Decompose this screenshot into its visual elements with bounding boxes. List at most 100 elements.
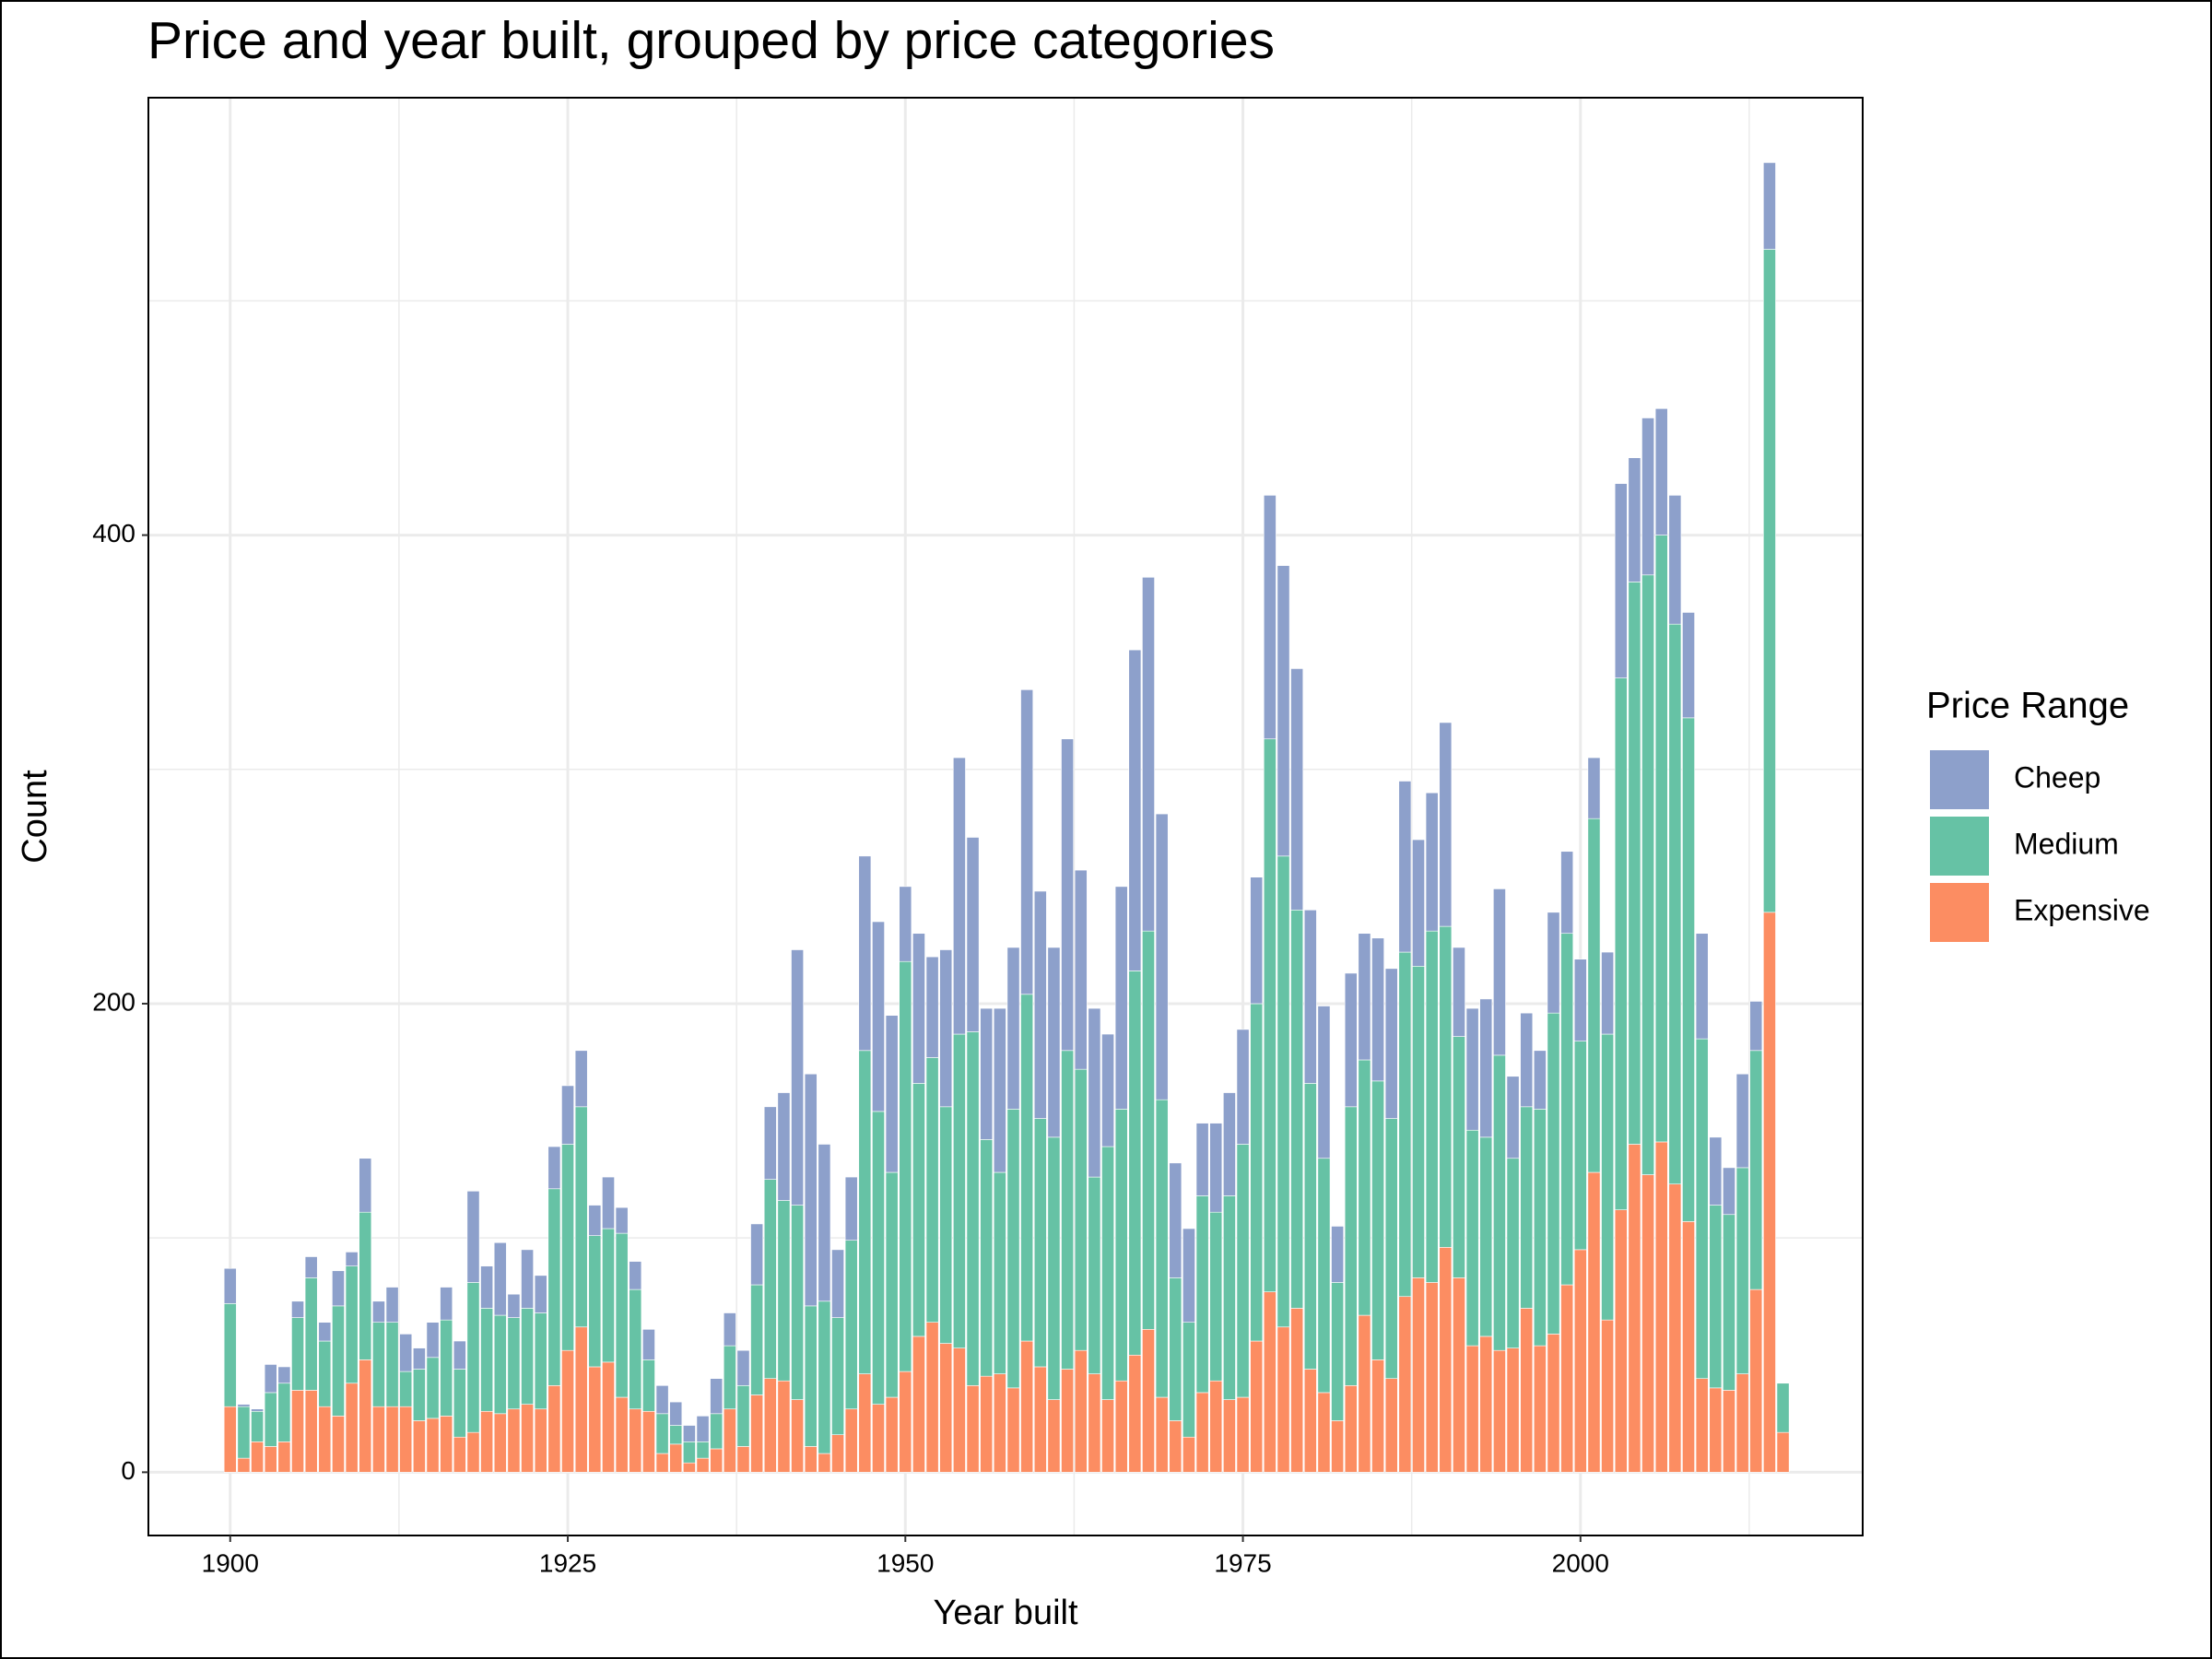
bar-segment [953,1347,966,1473]
bar-segment [763,1179,777,1379]
bar-segment [521,1249,534,1309]
bar-segment [1128,649,1142,971]
bar-segment [723,1345,736,1410]
bar-segment [1236,1029,1250,1145]
bar-segment [1317,1158,1331,1394]
bar-segment [818,1453,831,1473]
bar-segment [844,1176,858,1241]
bar-segment [804,1073,818,1307]
bar-segment [818,1300,831,1454]
bar-segment [804,1305,818,1447]
bar-segment [1303,1083,1317,1370]
bar-segment [372,1300,385,1323]
bar-segment [1398,1296,1412,1473]
bar-segment [831,1249,844,1318]
bar-segment [1195,1392,1209,1473]
legend-key [1928,881,1991,944]
bar-segment [1155,1099,1169,1398]
bar-segment [1128,1354,1142,1473]
bar-segment [1331,1420,1344,1473]
bar-segment [1384,1118,1398,1379]
bar-segment [642,1410,655,1473]
bar-segment [1735,1073,1749,1169]
bar-segment [1061,1369,1074,1473]
bar-segment [534,1275,547,1313]
bar-segment [1088,1176,1101,1374]
bar-segment [1263,495,1277,740]
bar-segment [1439,925,1453,1248]
bar-segment [223,1267,237,1304]
bar-segment [1142,577,1155,932]
bar-segment [980,1007,994,1140]
bar-segment [1654,408,1668,535]
bar-segment [1587,1171,1601,1473]
bar-segment [602,1361,615,1473]
bar-segment [1398,951,1412,1298]
bar-segment [1236,1144,1250,1398]
bar-segment [1614,1209,1628,1473]
bar-segment [1453,1036,1465,1278]
bar-segment [223,1303,237,1407]
x-axis-label: Year built [933,1594,1077,1632]
bar-segment [1493,888,1506,1056]
bar-segment [480,1410,494,1473]
bar-segment [885,1171,899,1398]
bar-segment [912,1335,925,1473]
bar-segment [1182,1322,1195,1438]
bar-segment [1573,959,1587,1041]
bar-segment [304,1256,318,1278]
legend-label: Cheep [2014,760,2100,794]
bar-segment [1317,1006,1331,1159]
bar-segment [1020,689,1034,995]
bar-segment [1547,1012,1560,1335]
bar-segment [507,1293,521,1318]
bar-segment [1277,855,1290,1328]
bar-segment [682,1425,696,1442]
bar-segment [710,1413,724,1450]
bar-segment [1479,1335,1493,1473]
bar-segment [1453,947,1465,1037]
bar-segment [359,1359,372,1473]
bar-segment [993,1007,1006,1173]
bar-segment [277,1366,291,1384]
bar-segment [251,1441,264,1473]
bar-segment [1614,483,1628,678]
bar-segment [1682,1221,1695,1473]
x-tick-label: 1900 [202,1548,259,1577]
bar-segment [736,1349,750,1386]
bar-segment [1236,1396,1250,1473]
bar-segment [426,1418,440,1473]
bar-segment [966,837,980,1032]
bar-segment [1709,1136,1723,1206]
bar-segment [399,1371,413,1407]
bar-segment [1682,612,1695,719]
bar-segment [1384,1378,1398,1473]
bar-segment [426,1357,440,1419]
bar-segment [629,1408,642,1473]
y-tick-label: 0 [121,1456,135,1485]
bar-segment [1763,249,1776,913]
bar-segment [1101,1399,1114,1473]
bar-segment [1439,722,1453,927]
bar-segment [1128,971,1142,1356]
bar-segment [1493,1054,1506,1351]
bar-segment [277,1441,291,1473]
bar-segment [1074,1068,1088,1351]
bar-segment [453,1340,466,1370]
bar-segment [750,1284,764,1395]
bar-segment [574,1326,588,1473]
bar-segment [1641,574,1654,1175]
bar-segment [1587,818,1601,1173]
bar-segment [885,1396,899,1473]
bar-segment [1344,972,1358,1108]
bar-segment [629,1288,642,1410]
bar-segment [1371,1080,1384,1360]
bar-segment [723,1312,736,1347]
bar-segment [1331,1282,1344,1421]
bar-segment [1533,1109,1547,1347]
legend-label: Medium [2014,827,2119,860]
bar-segment [1668,1183,1682,1473]
bar-segment [507,1408,521,1473]
bar-segment [453,1436,466,1473]
bar-segment [615,1206,629,1234]
